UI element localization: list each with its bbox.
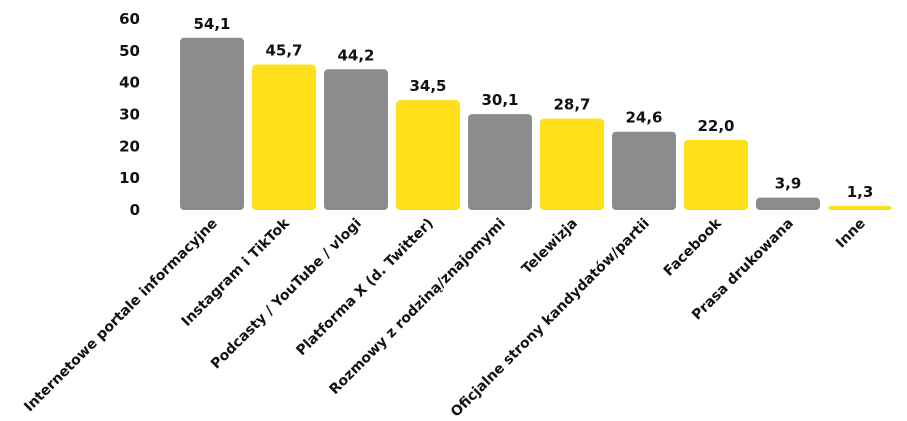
y-tick-label: 50 <box>119 42 140 60</box>
value-label: 1,3 <box>847 183 874 201</box>
bar <box>468 114 532 210</box>
y-tick-label: 10 <box>119 169 140 187</box>
y-tick-label: 0 <box>130 201 140 219</box>
value-label: 34,5 <box>409 77 446 95</box>
value-labels: 54,1 45,7 44,2 34,5 30,1 28,7 24,6 22,0 3,9 1,3 <box>193 15 873 201</box>
bar <box>180 37 244 211</box>
bar <box>540 118 604 210</box>
y-tick-label: 40 <box>119 74 140 92</box>
category-label: Telewizja <box>519 216 581 278</box>
value-label: 30,1 <box>481 91 518 109</box>
y-axis: 0 10 20 30 40 50 60 <box>119 10 140 219</box>
category-label: Platforma X (d. Twitter) <box>293 216 436 359</box>
category-label: Podcasty / YouTube / vlogi <box>208 216 365 373</box>
bars <box>180 37 892 211</box>
value-label: 22,0 <box>697 117 734 135</box>
y-tick-label: 60 <box>119 10 140 28</box>
category-label: Inne <box>833 216 869 252</box>
value-label: 45,7 <box>265 42 302 60</box>
value-label: 28,7 <box>553 96 590 114</box>
bar <box>324 69 388 211</box>
value-label: 44,2 <box>337 46 374 64</box>
bar <box>756 197 820 210</box>
value-label: 54,1 <box>193 15 230 33</box>
bar <box>612 131 676 210</box>
x-axis-labels: Internetowe portale informacyjneInstagra… <box>21 215 869 420</box>
y-tick-label: 30 <box>119 106 140 124</box>
bar <box>252 64 316 210</box>
bar <box>828 205 892 210</box>
value-label: 3,9 <box>775 175 802 193</box>
bar <box>684 139 748 210</box>
value-label: 24,6 <box>625 109 662 127</box>
y-tick-label: 20 <box>119 137 140 155</box>
bar <box>396 100 460 210</box>
category-label: Facebook <box>661 215 726 280</box>
